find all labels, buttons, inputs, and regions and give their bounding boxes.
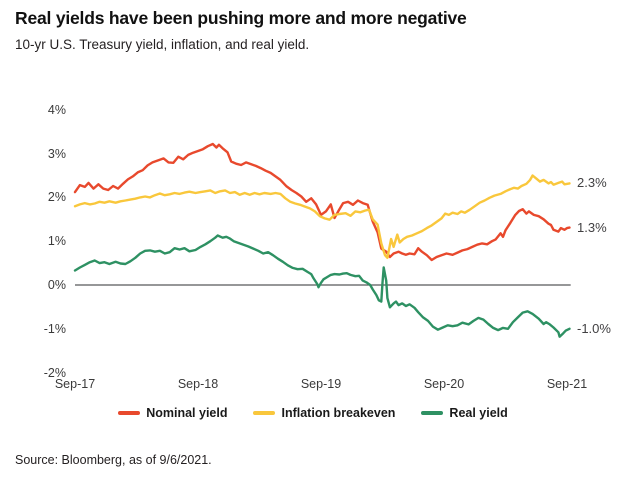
- legend-item-inflation-breakeven: Inflation breakeven: [253, 406, 395, 420]
- series-line-nominal-yield: [73, 142, 571, 262]
- chart-legend: Nominal yield Inflation breakeven Real y…: [0, 406, 626, 420]
- x-axis-tick-label: Sep-18: [177, 377, 219, 391]
- x-axis-tick-label: Sep-21: [546, 377, 588, 391]
- y-axis-tick-label: -1%: [43, 321, 66, 336]
- series-line-real-yield: [73, 234, 571, 338]
- inflation-breakeven-swatch-icon: [253, 411, 276, 415]
- y-axis-tick-label: 0%: [47, 278, 66, 292]
- legend-item-nominal-yield: Nominal yield: [118, 406, 227, 420]
- nominal-yield-swatch-icon: [118, 411, 141, 415]
- x-axis-tick-label: Sep-17: [54, 377, 96, 391]
- y-axis-tick-label: 2%: [47, 190, 66, 205]
- legend-label: Nominal yield: [146, 406, 228, 420]
- y-axis-tick-label: 4%: [47, 102, 66, 117]
- y-axis-tick-label: 3%: [47, 146, 66, 161]
- y-axis-tick-label: 1%: [47, 234, 66, 249]
- real-yield-swatch-icon: [421, 411, 444, 415]
- x-axis-tick-label: Sep-19: [300, 377, 342, 391]
- legend-label: Real yield: [449, 406, 508, 420]
- legend-item-real-yield: Real yield: [421, 406, 508, 420]
- source-note: Source: Bloomberg, as of 9/6/2021.: [15, 453, 212, 467]
- end-label-nominal-yield: 1.3%: [577, 220, 607, 236]
- end-label-inflation-breakeven: 2.3%: [577, 175, 607, 191]
- chart-title: Real yields have been pushing more and m…: [15, 8, 467, 28]
- chart-header: Real yields have been pushing more and m…: [15, 8, 615, 53]
- x-axis-tick-label: Sep-20: [423, 377, 465, 391]
- y-axis-tick-label: -2%: [43, 365, 66, 380]
- legend-label: Inflation breakeven: [281, 406, 396, 420]
- end-label-real-yield: -1.0%: [577, 320, 611, 336]
- series-line-inflation-breakeven: [73, 174, 571, 259]
- chart-subtitle: 10-yr U.S. Treasury yield, inflation, an…: [15, 36, 310, 52]
